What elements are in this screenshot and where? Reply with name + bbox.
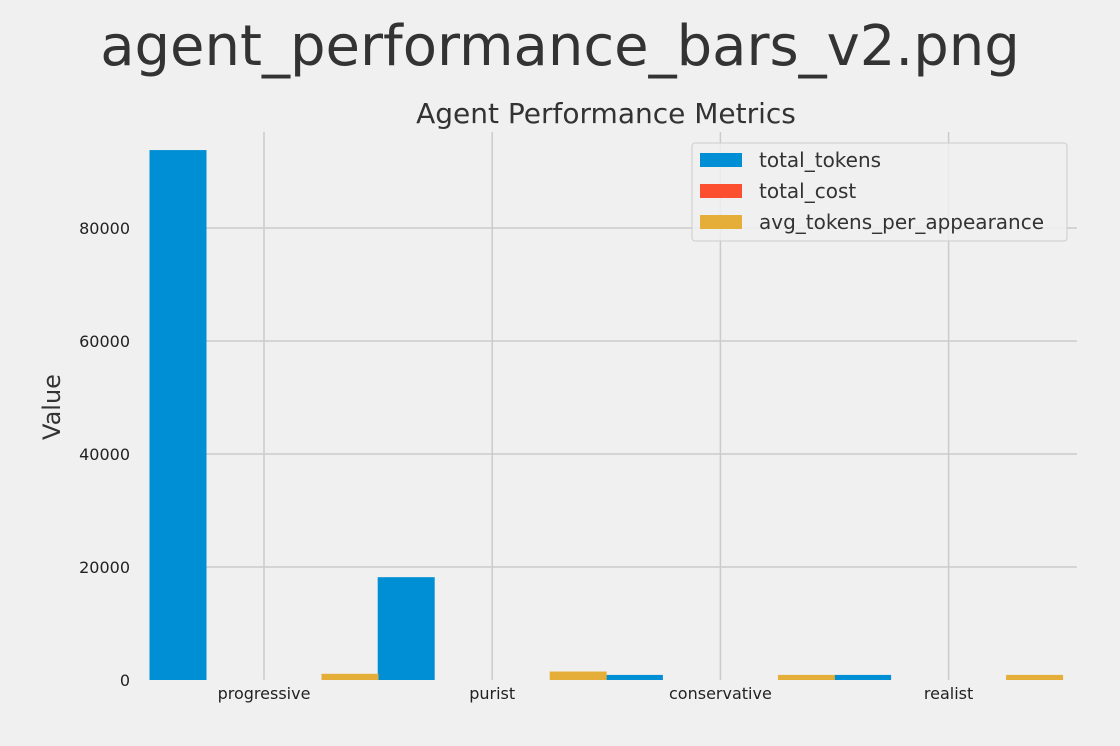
y-tick-label: 80000 <box>79 219 130 238</box>
y-tick-label: 40000 <box>79 445 130 464</box>
bar-total_tokens-purist <box>377 577 435 680</box>
legend-label-total_tokens: total_tokens <box>759 148 881 172</box>
x-tick-label: realist <box>924 684 973 703</box>
chart-title: Agent Performance Metrics <box>416 97 796 130</box>
legend-label-total_cost: total_cost <box>759 179 856 203</box>
bar-total_tokens-conservative <box>605 674 663 680</box>
x-tick-label: purist <box>469 684 515 703</box>
bar-total_tokens-realist <box>834 674 892 680</box>
legend: total_tokens total_cost avg_tokens_per_app… <box>691 142 1068 242</box>
y-tick-label: 0 <box>120 671 130 690</box>
legend-swatch-total_tokens <box>700 153 742 167</box>
bar-avg_tokens_per_appearance-purist <box>549 671 607 680</box>
bar-avg_tokens_per_appearance-realist <box>1006 674 1064 680</box>
tick-labels: 0 20000 40000 60000 80000 progressive purist co… <box>79 219 973 703</box>
legend-box <box>691 142 1068 242</box>
bars <box>149 150 1064 680</box>
legend-label-avg_tokens_per_appearance: avg_tokens_per_appearance <box>759 210 1044 234</box>
x-tick-label: conservative <box>669 684 772 703</box>
figure-suptitle: agent_performance_bars_v2.png <box>100 14 1020 79</box>
legend-swatch-avg_tokens_per_appearance <box>700 215 742 229</box>
y-axis-label: Value <box>38 374 66 440</box>
legend-swatch-total_cost <box>700 184 742 198</box>
bar-total_tokens-progressive <box>149 150 207 680</box>
x-tick-label: progressive <box>218 684 311 703</box>
y-tick-label: 60000 <box>79 332 130 351</box>
bar-avg_tokens_per_appearance-progressive <box>321 673 379 680</box>
y-tick-label: 20000 <box>79 558 130 577</box>
bar-avg_tokens_per_appearance-conservative <box>777 674 835 680</box>
